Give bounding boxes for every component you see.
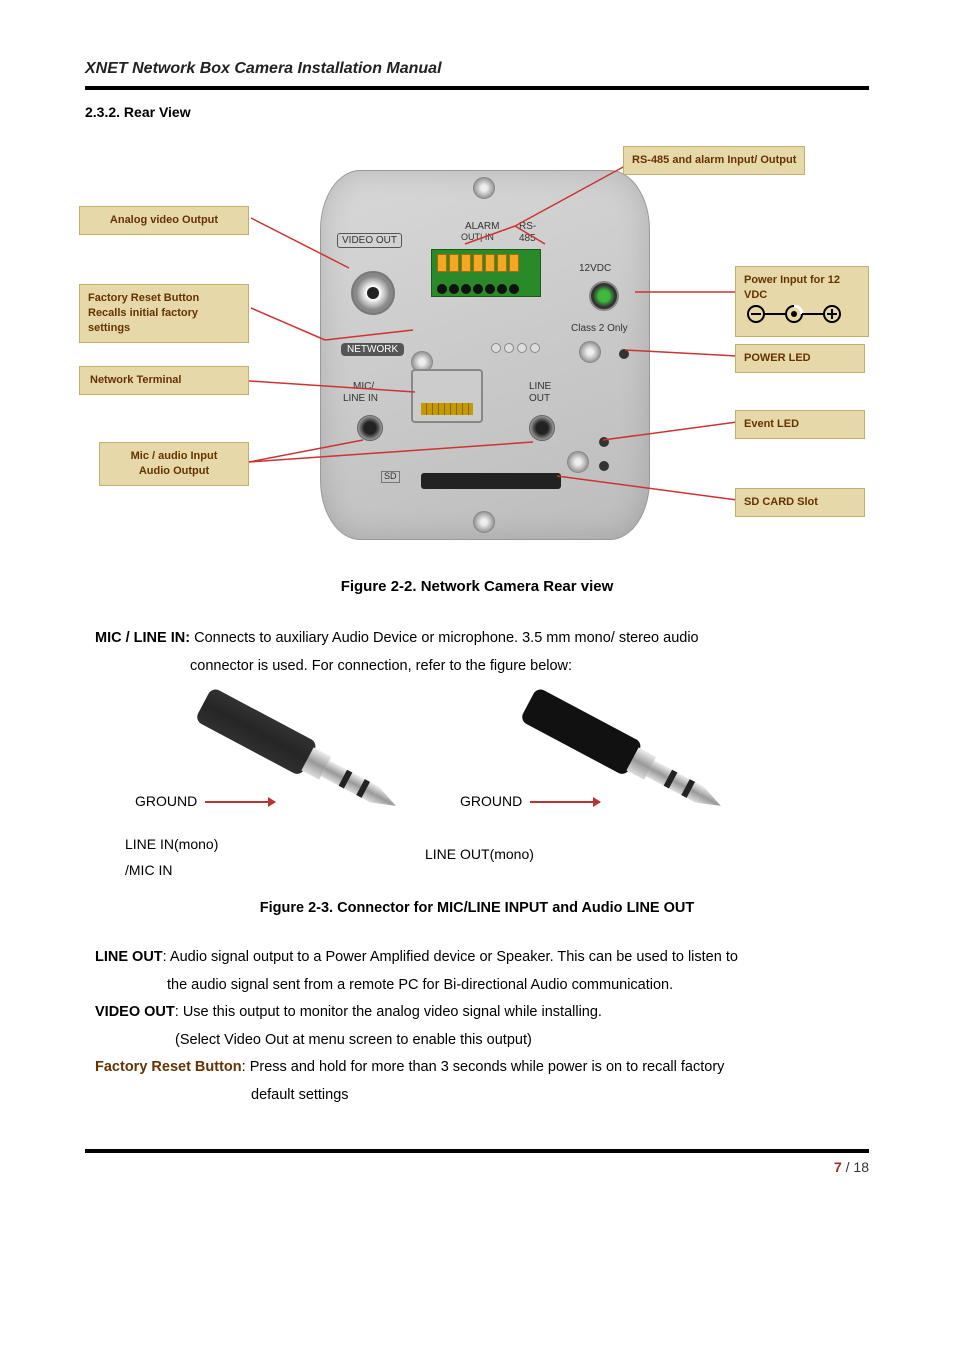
bnc-connector xyxy=(351,271,395,315)
para-mic-line-in: MIC / LINE IN: Connects to auxiliary Aud… xyxy=(95,625,859,653)
polarity-icon xyxy=(744,303,844,325)
callout-event-led: Event LED xyxy=(735,410,865,439)
event-led-2 xyxy=(599,461,609,471)
callout-factory-reset: Factory Reset Button Recalls initial fac… xyxy=(79,284,249,343)
para-line-out-2: the audio signal sent from a remote PC f… xyxy=(95,972,859,1000)
arrow-right-ground xyxy=(530,801,600,803)
label-lineout-right: LINE OUT(mono) xyxy=(425,846,534,862)
figure-2-2-caption: Figure 2-2. Network Camera Rear view xyxy=(85,578,869,595)
camera-rear-body: VIDEO OUT ALARM OUT| IN RS- 485 12VDC Cl… xyxy=(320,170,650,540)
sd-slot xyxy=(421,473,561,489)
mic-line-in-text: Connects to auxiliary Audio Device or mi… xyxy=(190,630,699,646)
para-factory-reset: Factory Reset Button: Press and hold for… xyxy=(95,1054,859,1082)
line-out-label: LINE OUT xyxy=(95,949,163,965)
terminal-block xyxy=(431,249,541,297)
label-lineout: LINE xyxy=(529,381,551,392)
section-heading: 2.3.2. Rear View xyxy=(85,104,869,120)
figure-2-3-caption: Figure 2-3. Connector for MIC/LINE INPUT… xyxy=(85,900,869,916)
para-factory-reset-2: default settings xyxy=(95,1082,859,1110)
callout-analog-video: Analog video Output xyxy=(79,206,249,235)
label-class2: Class 2 Only xyxy=(571,323,628,334)
label-ground-left: GROUND xyxy=(135,793,197,809)
factory-reset-text: : Press and hold for more than 3 seconds… xyxy=(242,1059,725,1075)
label-linein-left: LINE IN(mono) xyxy=(125,836,218,852)
callout-power-input: Power Input for 12 VDC xyxy=(735,266,869,337)
line-out-text: : Audio signal output to a Power Amplifi… xyxy=(163,949,738,965)
status-leds xyxy=(491,343,540,353)
callout-power-input-text: Power Input for 12 VDC xyxy=(744,273,860,303)
label-ground-right: GROUND xyxy=(460,793,522,809)
arrow-left-ground xyxy=(205,801,275,803)
audio-plug-right xyxy=(505,686,785,836)
page-sep: / xyxy=(842,1159,854,1175)
label-alarm-sub: OUT| IN xyxy=(461,233,494,243)
para-mic-line-in-2: connector is used. For connection, refer… xyxy=(95,653,859,681)
page-current: 7 xyxy=(834,1159,842,1175)
para-line-out: LINE OUT: Audio signal output to a Power… xyxy=(95,944,859,972)
screw-icon xyxy=(579,341,601,363)
callout-power-led: POWER LED xyxy=(735,344,865,373)
label-lineout2: OUT xyxy=(529,393,550,404)
para-video-out-2: (Select Video Out at menu screen to enab… xyxy=(95,1027,859,1055)
video-out-text: : Use this output to monitor the analog … xyxy=(175,1004,602,1020)
callout-network-terminal: Network Terminal xyxy=(79,366,249,395)
screw-icon xyxy=(473,511,495,533)
footer-rule xyxy=(85,1149,869,1153)
dc-jack xyxy=(589,281,619,311)
label-rs485b: 485 xyxy=(519,233,536,244)
header-rule xyxy=(85,86,869,90)
audio-plug-left xyxy=(180,686,460,836)
figure-2-2: VIDEO OUT ALARM OUT| IN RS- 485 12VDC Cl… xyxy=(85,140,869,560)
rj45-port xyxy=(411,369,483,423)
mic-jack xyxy=(357,415,383,441)
label-rs485: RS- xyxy=(519,221,536,232)
label-video-out: VIDEO OUT xyxy=(337,233,402,248)
video-out-label: VIDEO OUT xyxy=(95,1004,175,1020)
label-12vdc: 12VDC xyxy=(579,263,611,274)
label-network: NETWORK xyxy=(341,343,404,356)
label-linein: LINE IN xyxy=(343,393,378,404)
page-total: 18 xyxy=(853,1159,869,1175)
lineout-jack xyxy=(529,415,555,441)
power-led xyxy=(619,349,629,359)
para-video-out: VIDEO OUT: Use this output to monitor th… xyxy=(95,999,859,1027)
callout-mic-audio: Mic / audio Input Audio Output xyxy=(99,442,249,486)
doc-header-title: XNET Network Box Camera Installation Man… xyxy=(85,60,869,78)
figure-2-3: GROUND LINE IN(mono) /MIC IN GROUND LINE… xyxy=(85,686,869,896)
screw-icon xyxy=(567,451,589,473)
screw-icon xyxy=(473,177,495,199)
label-mic: MIC/ xyxy=(353,381,374,392)
callout-rs485-alarm: RS-485 and alarm Input/ Output xyxy=(623,146,805,175)
page-number: 7 / 18 xyxy=(85,1159,869,1175)
mic-line-in-label: MIC / LINE IN: xyxy=(95,630,190,646)
label-alarm: ALARM xyxy=(465,221,499,232)
sd-icon: SD xyxy=(381,471,400,483)
callout-sd-slot: SD CARD Slot xyxy=(735,488,865,517)
label-micin-left: /MIC IN xyxy=(125,862,172,878)
event-led-1 xyxy=(599,437,609,447)
factory-reset-label: Factory Reset Button xyxy=(95,1059,242,1075)
